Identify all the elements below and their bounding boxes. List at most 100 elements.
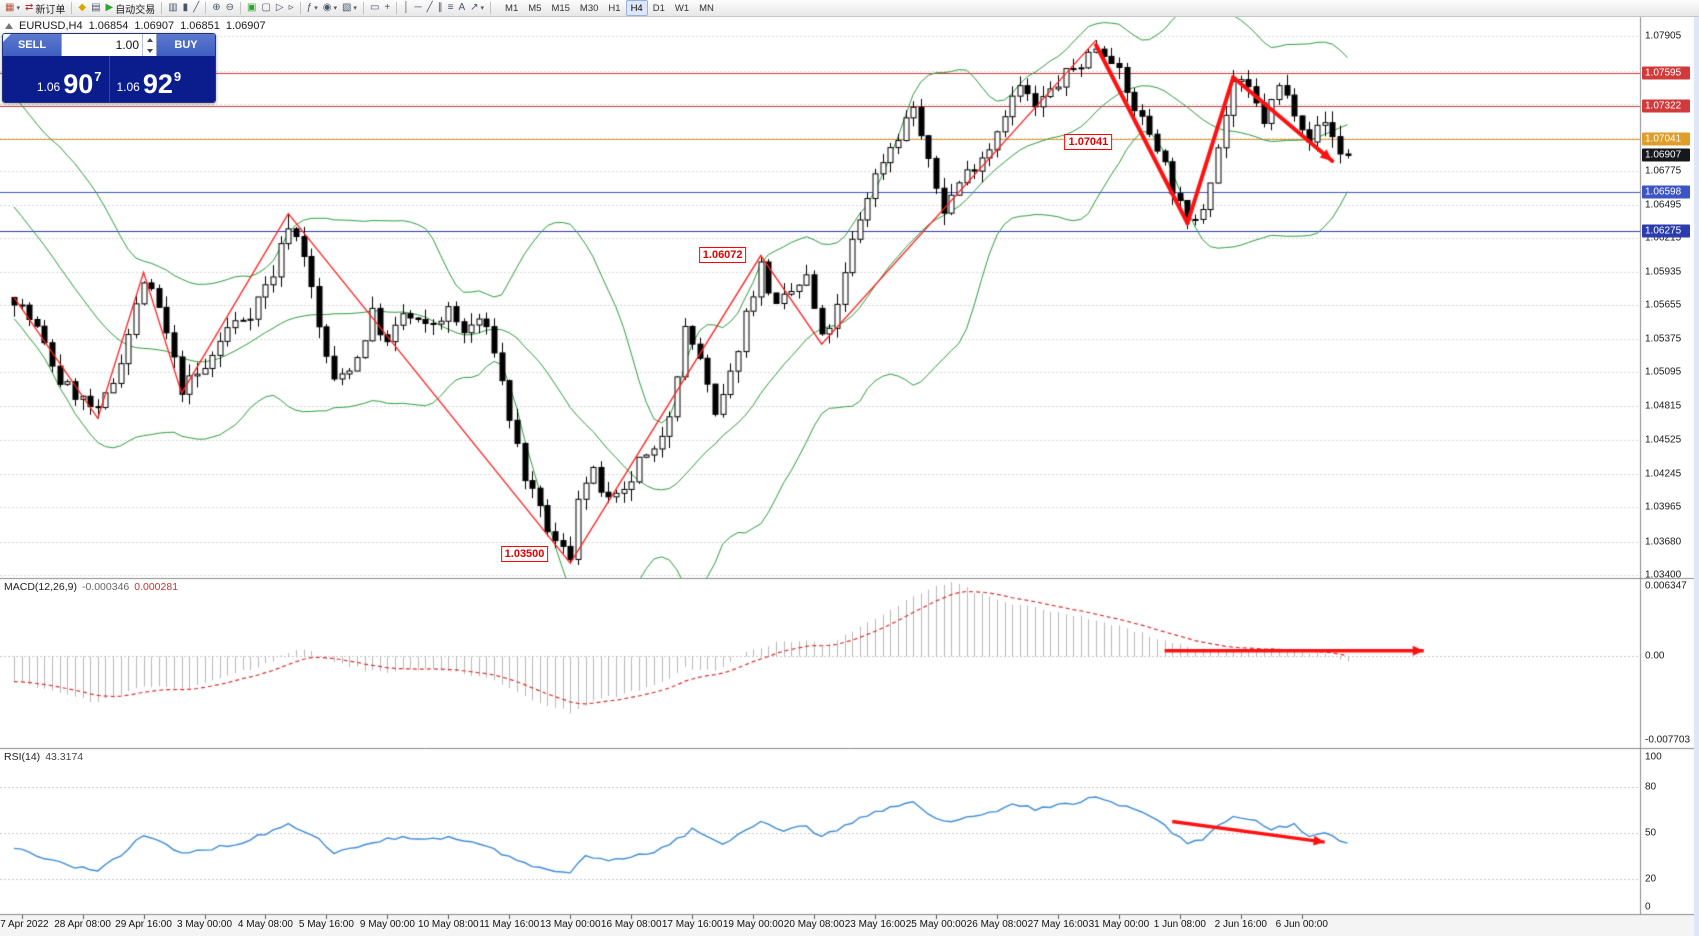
toolbar-separator	[362, 2, 364, 14]
timeframe-h1[interactable]: H1	[608, 2, 621, 14]
timeframe-d1[interactable]: D1	[652, 2, 665, 14]
timeframe-mn[interactable]: MN	[699, 2, 714, 14]
price-axis-label: 1.05375	[1645, 333, 1682, 345]
text-icon[interactable]: A	[456, 1, 467, 16]
rsi-value: 43.3174	[45, 751, 84, 763]
time-label: 9 May 00:00	[359, 919, 415, 930]
time-label: 6 Jun 00:00	[1275, 919, 1328, 930]
volume-input[interactable]: 1.00	[61, 34, 157, 56]
price-annotation[interactable]: 1.03500	[500, 546, 549, 563]
chart-shift-icon[interactable]: ▹	[287, 1, 296, 16]
arrow-tools-icon[interactable]: ↗ ▾	[468, 1, 486, 16]
auto-scroll-icon[interactable]: ▷	[274, 1, 286, 16]
bar-chart-icon[interactable]: ▥	[166, 1, 179, 16]
candlestick-chart-icon[interactable]: ▮	[181, 1, 191, 16]
auto-scroll-icon-glyph: ▷	[275, 2, 284, 13]
macd-main-value: -0.000346	[81, 581, 130, 593]
timeframe-m1[interactable]: M1	[505, 2, 519, 14]
price-axis-label: 1.06775	[1645, 165, 1682, 177]
close-value: 1.06907	[225, 20, 266, 32]
cursor-icon[interactable]: ▭	[368, 1, 381, 16]
tile-windows-icon[interactable]: ▣	[245, 1, 258, 16]
rsi-name: RSI(14)	[4, 751, 41, 763]
rsi-axis-label: 0	[1645, 901, 1651, 913]
macd-name: MACD(12,26,9)	[4, 581, 77, 593]
time-label: 2 Jun 16:00	[1214, 919, 1267, 930]
periods-icon[interactable]: ◉ ▾	[321, 1, 339, 16]
price-axis-label: 1.04525	[1645, 434, 1682, 446]
periods-icon-glyph: ◉	[322, 2, 332, 13]
time-label: 29 Apr 16:00	[115, 919, 172, 930]
line-chart-icon[interactable]: ╱	[191, 1, 201, 16]
timeframe-w1[interactable]: W1	[674, 2, 690, 14]
price-axis-label: 1.03680	[1645, 536, 1682, 548]
time-label: 31 May 00:00	[1088, 919, 1150, 930]
sell-button[interactable]: SELL	[3, 34, 61, 56]
toolbar-separator	[161, 2, 163, 14]
bar-chart-icon-glyph: ▥	[168, 2, 178, 13]
new-chart-button[interactable]: ▦ ▾	[3, 1, 22, 16]
vertical-line-icon-glyph: │	[403, 2, 410, 13]
dropdown-caret-icon: ▾	[353, 5, 357, 12]
new-order-button[interactable]: ⇄ 新订单	[23, 1, 67, 16]
timeframe-m30[interactable]: M30	[579, 2, 599, 14]
timeframe-m15[interactable]: M15	[551, 2, 570, 14]
price-axis-label: 1.03400	[1645, 569, 1682, 581]
buy-price[interactable]: 1.06 92 9	[110, 56, 216, 102]
macd-signal-value: 0.000281	[134, 581, 179, 593]
templates-icon[interactable]: ▧ ▾	[340, 1, 359, 16]
channel-icon-glyph: ∥	[437, 2, 443, 13]
low-value: 1.06851	[180, 20, 220, 32]
vertical-line-icon[interactable]: │	[401, 1, 411, 16]
rsi-label: RSI(14) 43.3174	[4, 751, 83, 763]
timeframe-m5[interactable]: M5	[528, 2, 542, 14]
arrange-windows-icon[interactable]: ▢	[259, 1, 272, 16]
collapse-panel-icon[interactable]	[3, 34, 11, 42]
time-label: 23 May 16:00	[844, 919, 906, 930]
channel-icon[interactable]: ∥	[436, 1, 445, 16]
price-axis-label: 1.05095	[1645, 366, 1682, 378]
volume-value[interactable]: 1.00	[115, 38, 139, 52]
rsi-axis-label: 50	[1645, 827, 1657, 839]
market-watch-icon[interactable]: ▤	[89, 1, 102, 16]
ohlc-header: EURUSD,H4 1.06854 1.06907 1.06851 1.0690…	[5, 20, 266, 32]
crosshair-icon[interactable]: +	[382, 1, 392, 16]
open-value: 1.06854	[88, 20, 129, 32]
price-annotation[interactable]: 1.07041	[1064, 134, 1113, 151]
time-label: 13 May 00:00	[539, 919, 601, 930]
price-line-badge: 1.07041	[1642, 132, 1690, 146]
zoom-in-icon[interactable]: ⊕	[210, 1, 222, 16]
time-label: 5 May 16:00	[298, 919, 354, 930]
window-scrollbar[interactable]	[1694, 0, 1699, 936]
buy-price-prefix: 1.06	[116, 80, 140, 94]
indicators-icon[interactable]: ƒ ▾	[305, 1, 320, 16]
horizontal-line-icon[interactable]: ─	[412, 1, 423, 16]
volume-up-icon[interactable]	[143, 34, 156, 45]
strategy-navigator-icon-glyph: ◆	[78, 2, 87, 13]
autotrading-button[interactable]: ▶ 自动交易	[104, 1, 158, 16]
high-value: 1.06907	[134, 20, 175, 32]
price-axis-label: 1.06215	[1645, 232, 1682, 244]
time-label: 27 May 16:00	[1027, 919, 1089, 930]
rsi-axis-label: 100	[1645, 751, 1662, 763]
volume-spinner	[142, 34, 156, 56]
buy-button[interactable]: BUY	[157, 34, 215, 56]
strategy-navigator-icon[interactable]: ◆	[76, 1, 88, 16]
price-annotation[interactable]: 1.06072	[698, 247, 747, 264]
arrange-windows-icon-glyph: ▢	[261, 2, 271, 13]
one-click-prices: 1.06 90 7 1.06 92 9	[3, 56, 215, 102]
zoom-out-icon[interactable]: ⊖	[224, 1, 236, 16]
trendline-icon[interactable]: ╱	[425, 1, 435, 16]
autotrading-glyph: ▶	[105, 2, 114, 13]
price-axis-label: 1.04245	[1645, 468, 1682, 480]
macd-axis-label: 0.006347	[1645, 580, 1687, 592]
fibonacci-icon[interactable]: ≡	[446, 1, 456, 16]
volume-down-icon[interactable]	[143, 45, 156, 56]
price-line-badge: 1.07595	[1642, 66, 1690, 80]
sell-price[interactable]: 1.06 90 7	[3, 56, 109, 102]
timeframe-h4[interactable]: H4	[625, 0, 648, 16]
symbol-marker-icon	[5, 23, 13, 29]
price-line-badge: 1.06275	[1642, 224, 1690, 238]
